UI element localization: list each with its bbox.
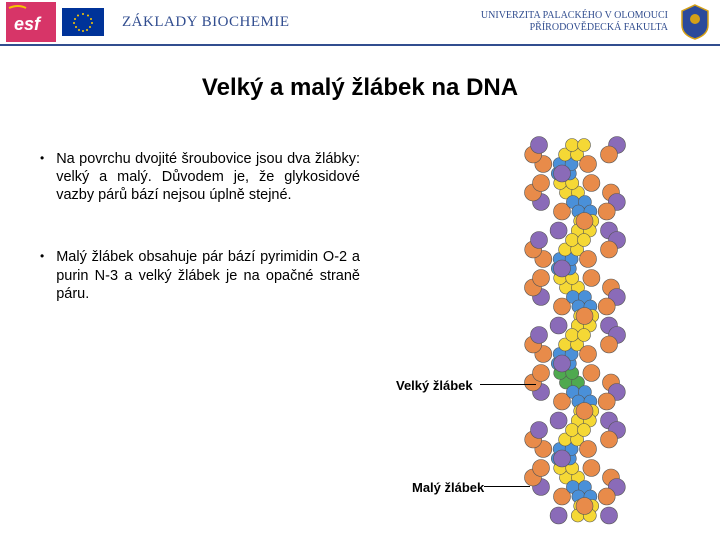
header-bar: esf ZÁKLADY BIOCHEMIE UNIVERZITA PALACKÉ… — [0, 0, 720, 46]
university-shield-logo — [678, 3, 712, 41]
esf-logo: esf — [6, 2, 56, 42]
eu-flag-logo — [62, 8, 104, 36]
major-groove-label: Velký žlábek — [396, 378, 473, 393]
bullet-marker: • — [40, 150, 44, 204]
header-title: ZÁKLADY BIOCHEMIE — [122, 14, 290, 31]
bullet-text: Malý žlábek obsahuje pár bází pyrimidin … — [56, 248, 360, 302]
major-groove-pointer — [480, 384, 536, 385]
bullet-marker: • — [40, 248, 44, 302]
content-area: • Na povrchu dvojité šroubovice jsou dva… — [0, 150, 720, 550]
header-right: UNIVERZITA PALACKÉHO V OLOMOUCI PŘÍRODOV… — [481, 3, 712, 41]
bullet-item: • Na povrchu dvojité šroubovice jsou dva… — [40, 150, 360, 204]
slide-title: Velký a malý žlábek na DNA — [0, 74, 720, 102]
university-line2: PŘÍRODOVĚDECKÁ FAKULTA — [481, 22, 668, 34]
minor-groove-pointer — [484, 486, 530, 487]
minor-groove-label: Malý žlábek — [412, 480, 484, 495]
university-text: UNIVERZITA PALACKÉHO V OLOMOUCI PŘÍRODOV… — [481, 10, 668, 34]
dna-helix-svg — [500, 130, 650, 540]
bullet-list: • Na povrchu dvojité šroubovice jsou dva… — [40, 150, 360, 550]
bullet-text: Na povrchu dvojité šroubovice jsou dva ž… — [56, 150, 360, 204]
dna-figure: Velký žlábek Malý žlábek — [390, 150, 690, 550]
university-line1: UNIVERZITA PALACKÉHO V OLOMOUCI — [481, 10, 668, 22]
bullet-item: • Malý žlábek obsahuje pár bází pyrimidi… — [40, 248, 360, 302]
svg-text:esf: esf — [14, 14, 42, 34]
